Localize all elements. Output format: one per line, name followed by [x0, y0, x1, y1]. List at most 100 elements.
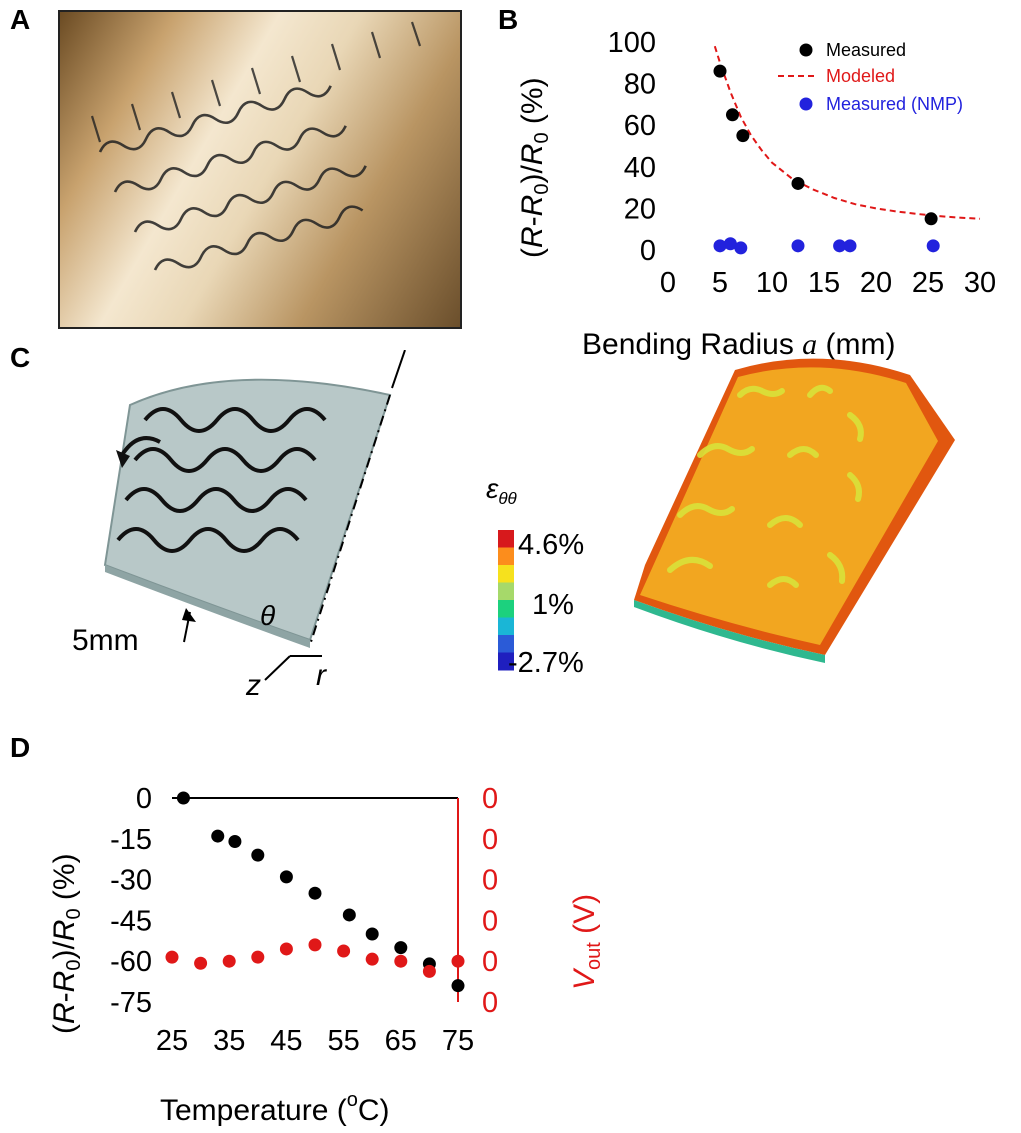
measured-nmp-point [734, 241, 748, 255]
svg-text:(R-R0)/R0 (%): (R-R0)/R0 (%) [516, 77, 553, 258]
strip-thickness-label: 5mm [72, 624, 139, 657]
legend-entry: Measured [826, 40, 906, 60]
legend-marker-measured [799, 43, 813, 57]
colorbar-swatch [498, 565, 514, 583]
vout-point [422, 964, 436, 978]
vout-point [308, 938, 322, 952]
chart-d-ytick-left: -75 [110, 987, 152, 1019]
chart-d-ylabel-right: Vout (V) [568, 894, 605, 990]
chart-b-ytick: 60 [624, 110, 656, 142]
chart-d-xtick: 45 [270, 1025, 302, 1057]
panel-label-c: C [10, 342, 31, 373]
chart-d-xtick: 35 [213, 1025, 245, 1057]
modeled-curve [713, 45, 981, 220]
chart-b-ytick: 40 [624, 152, 656, 184]
resistance-point [176, 791, 190, 805]
chart-d-ytick-left: 0 [136, 783, 152, 815]
colorbar-swatch [498, 600, 514, 618]
svg-text:Vout (V): Vout (V) [568, 894, 605, 990]
chart-b-ytick: 80 [624, 69, 656, 101]
legend-entry: Measured (NMP) [826, 94, 963, 114]
vout-point [279, 942, 293, 956]
vout-point [337, 944, 351, 958]
legend-marker-nmp [799, 97, 813, 111]
strain-map [634, 358, 955, 663]
axis-r-label: r [316, 659, 327, 692]
vout-point [194, 956, 208, 970]
rotation-arrow-icon [120, 436, 161, 457]
vout-point [451, 954, 465, 968]
measured-point [924, 212, 938, 226]
chart-b-ytick: 0 [640, 235, 656, 267]
resistance-point [342, 908, 356, 922]
vout-point [165, 950, 179, 964]
chart-d-xtick: 75 [442, 1025, 474, 1057]
theta-label: θ [260, 600, 275, 631]
chart-b-marks: Measured Modeled Measured (NMP) [713, 40, 981, 255]
chart-d-ytick-right: 0.24 [482, 905, 500, 937]
colorbar-min-label: -2.7% [508, 647, 584, 678]
chart-b-xtick: 5 [712, 267, 728, 299]
colorbar-swatch [498, 547, 514, 566]
colorbar-swatch [498, 582, 514, 601]
colorbar-swatch [498, 530, 514, 548]
chart-d-ytick-right: 0.26 [482, 865, 500, 897]
chart-b-axes: 0 20 40 60 80 100 0 5 10 15 20 25 30 [608, 30, 997, 299]
measured-nmp-point [926, 239, 940, 253]
chart-b-ytick: 20 [624, 193, 656, 225]
measured-nmp-point [833, 239, 847, 253]
panel-label-b: B [498, 4, 519, 35]
chart-b-xtick: 15 [808, 267, 840, 299]
resistance-point [451, 979, 465, 993]
vout-point [365, 952, 379, 966]
vout-point [222, 954, 236, 968]
colorbar-swatch [498, 617, 514, 636]
chart-d-xtick: 25 [156, 1025, 188, 1057]
strip-illustration: 5mm θ z r [72, 350, 406, 700]
measured-nmp-point [723, 237, 737, 251]
bending-radius-chart: 0 20 40 60 80 100 0 5 10 15 20 25 30 Measured Modeled… [582, 30, 997, 360]
chart-b-xtick: 30 [964, 267, 996, 299]
chart-d-xtick: 55 [327, 1025, 359, 1057]
measured-nmp-point [791, 239, 805, 253]
resistance-point [308, 886, 322, 900]
legend-entry: Modeled [826, 66, 895, 86]
vout-point [251, 950, 265, 964]
panel-label-d: D [10, 732, 31, 763]
colorbar-swatch [498, 652, 514, 671]
chart-d-ylabel-left: (R-R0)/R0 (%) [48, 853, 85, 1034]
svg-text:(R-R0)/R0 (%): (R-R0)/R0 (%) [48, 853, 85, 1034]
vout-point [394, 954, 408, 968]
colorbar-gradient [498, 530, 514, 671]
measured-point [736, 129, 750, 143]
chart-d-ytick-left: -15 [110, 824, 152, 856]
chart-b-xtick: 10 [756, 267, 788, 299]
colorbar-max-label: 4.6% [518, 529, 584, 561]
chart-d-xtick: 65 [385, 1025, 417, 1057]
chart-b-xtick: 25 [912, 267, 944, 299]
chart-d-axes: 0 -15 -30 -45 -60 -75 0.30 0.28 0.26 0.24 0.22 0.20… [110, 783, 500, 1057]
colorbar-mid-label: 1% [532, 589, 574, 621]
sensor-photo-drawing [90, 21, 422, 271]
chart-d-ytick-left: -60 [110, 946, 152, 978]
svg-text:Temperature (oC): Temperature (oC) [160, 1089, 390, 1127]
chart-d-ytick-right: 0.28 [482, 824, 500, 856]
chart-b-xlabel: Bending Radius a (mm) [582, 328, 895, 360]
axis-z-label: z [245, 669, 261, 700]
measured-point [791, 176, 805, 190]
resistance-point [251, 848, 265, 862]
sensor-photo [58, 10, 462, 329]
serpentine-traces [116, 407, 327, 553]
resistance-point [211, 829, 225, 843]
measured-nmp-point [713, 239, 727, 253]
resistance-point [228, 835, 242, 849]
measured-nmp-point [843, 239, 857, 253]
chart-d-ytick-left: -30 [110, 865, 152, 897]
colorbar-swatch [498, 635, 514, 653]
colorbar-symbol: εθθ [486, 473, 518, 508]
chart-d-marks [165, 791, 465, 993]
measured-point [713, 64, 727, 78]
chart-b-ytick: 100 [608, 30, 656, 59]
chart-b-ylabel: (R-R0)/R0 (%) [516, 77, 553, 258]
